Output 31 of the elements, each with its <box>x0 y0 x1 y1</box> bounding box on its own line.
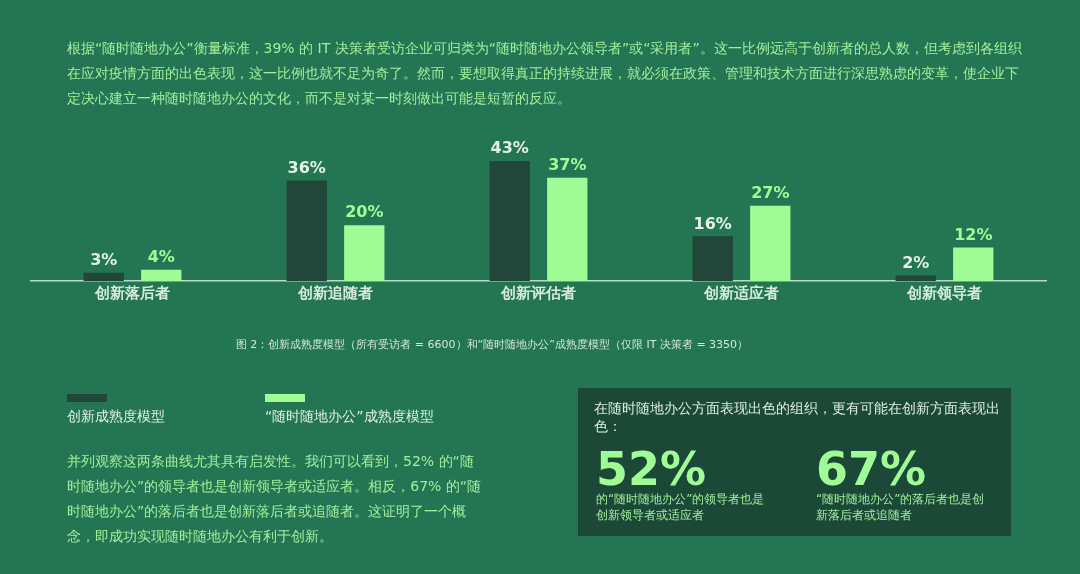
legend-label: 创新成熟度模型 <box>67 407 166 425</box>
bar <box>344 225 385 281</box>
text: 并列观察这两条曲线尤其具有启发性。我们可以看到，52% 的“随时随地办公”的领导者也是创新领导者或适应者。相反，67% 的“随时随地办公”的落后者也是创新落后者或追随者。这证明了一个概念，即成功实现随时随地办公有利于创新。 <box>67 452 483 546</box>
data-label: 2% <box>902 252 930 272</box>
bar <box>692 236 733 281</box>
x-tick-label: 创新评估者 <box>500 283 576 302</box>
bar <box>286 180 327 281</box>
bar <box>750 205 791 281</box>
x-tick-label: 创新领导者 <box>906 283 982 302</box>
text: 在随时随地办公方面表现出色的组织，更有可能在创新方面表现出色： <box>594 399 1001 435</box>
data-label: 16% <box>693 213 732 233</box>
bar <box>141 269 182 281</box>
bar <box>83 272 124 281</box>
data-label: 37% <box>548 154 587 174</box>
x-tick-label: 创新追随者 <box>297 283 373 302</box>
bar <box>489 161 530 281</box>
bar <box>953 247 994 281</box>
x-tick-label: 创新适应者 <box>703 283 779 302</box>
data-label: 12% <box>954 224 993 244</box>
data-label: 27% <box>751 182 790 202</box>
data-label: 43% <box>490 138 529 158</box>
bar <box>895 275 936 281</box>
caption: 图 2：创新成熟度模型（所有受访者 = 6600）和“随时随地办公”成熟度模型（仅限 IT 决策者 = 3350） <box>234 337 750 353</box>
data-label: 20% <box>345 202 384 222</box>
data-label: 4% <box>147 246 175 266</box>
text: 根据“随时随地办公”衡量标准，39% 的 IT 决策者受访企业可归类为“随时随地办公领导者”或“采用者”。这一比例远高于创新者的总人数，但考虑到各组织在应对疫情方面的出色表现，这一比例也就不足为奇了。然而，要想取得真正的持续进展，就必须在政策、管理和技术方面进行深思熟虑的变革，使企业下定决心建立一种随时随地办公的文化，而不是对某一时刻做出可能是短暂的反应。 <box>67 39 1022 108</box>
bar <box>547 177 588 281</box>
x-tick-label: 创新落后者 <box>94 283 170 302</box>
data-label: 3% <box>90 249 118 269</box>
data-label: 36% <box>287 157 326 177</box>
legend-label: “随时随地办公”成熟度模型 <box>265 407 435 425</box>
